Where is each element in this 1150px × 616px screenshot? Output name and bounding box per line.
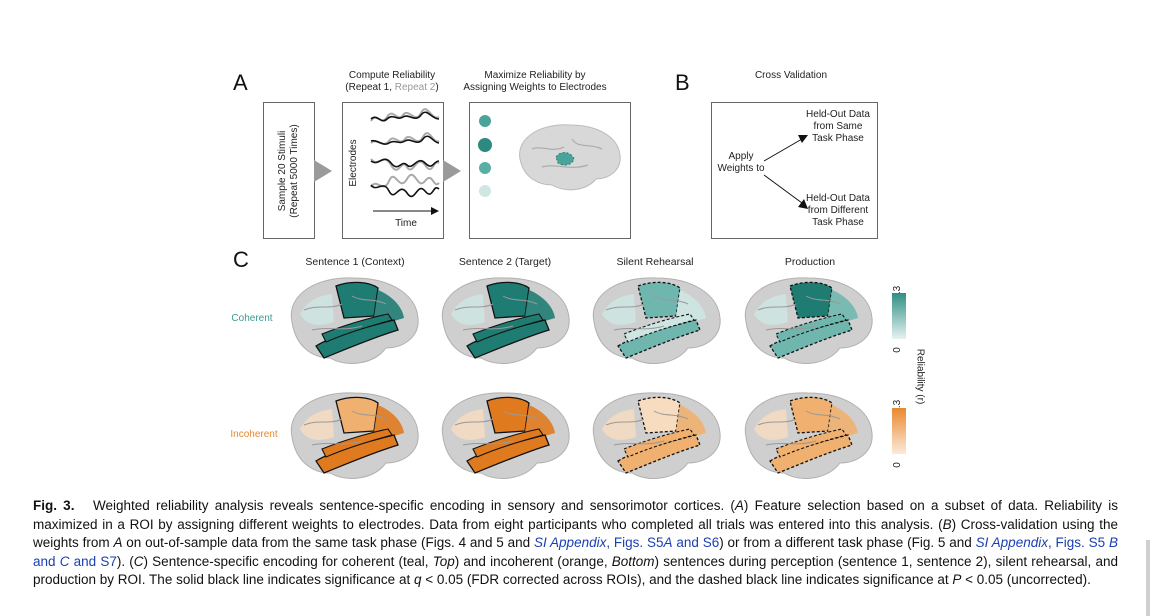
- brain-map-incoherent-2: [592, 392, 721, 479]
- sample-stimuli-box: Sample 20 Stimuli (Repeat 5000 Times): [263, 102, 315, 239]
- caption-text: Top: [432, 553, 455, 569]
- compute-title-repeat2: Repeat 2: [394, 82, 436, 93]
- compute-title-close: ): [435, 82, 439, 93]
- figure-caption: Fig. 3. Weighted reliability analysis re…: [33, 497, 1118, 590]
- panel-b-letter: B: [675, 70, 690, 95]
- weight-dots: [478, 115, 492, 197]
- column-header-silent-rehearsal: Silent Rehearsal: [616, 256, 694, 268]
- link-text: and S6: [672, 535, 720, 551]
- sample-stimuli-label: Sample 20 Stimuli (Repeat 5000 Times): [277, 104, 301, 238]
- column-header-sentence1: Sentence 1 (Context): [305, 256, 405, 268]
- colorbar-axis-label: Reliability (r): [914, 348, 926, 405]
- link-text: SI Appendix: [975, 535, 1048, 551]
- caption-text: ) or from a different task phase (Fig. 5…: [719, 535, 976, 551]
- caption-text: A: [734, 498, 744, 513]
- caption-text: ) Cross-validation using the weights fro…: [33, 516, 1118, 551]
- sample-line-2: (Repeat 5000 Times): [289, 124, 300, 218]
- brain-map-coherent-1: [441, 277, 570, 364]
- caption-text: Weighted reliability analysis reveals se…: [93, 498, 735, 513]
- cross-validation-box: Apply Weights to Held-Out Data from Same…: [711, 102, 878, 239]
- brain-map-coherent-2: [592, 277, 721, 364]
- electrode-traces-box: Electrodes Time: [342, 102, 444, 239]
- si-appendix-link-2[interactable]: SI Appendix, Figs. S5 B and C and S7: [33, 535, 1118, 569]
- caption-text: on out-of-sample data from the same task…: [122, 535, 534, 551]
- link-text: A: [663, 535, 673, 551]
- caption-text: ) sentences during perception (sentence …: [33, 553, 1118, 588]
- maximize-line1: Maximize Reliability by: [484, 70, 586, 81]
- caption-text: P: [952, 572, 962, 588]
- apply-line2: Weights to: [717, 163, 765, 174]
- scrollbar[interactable]: [1146, 540, 1150, 616]
- time-axis-arrow-icon: [373, 207, 439, 215]
- compute-reliability-title: Compute Reliability (Repeat 1, Repeat 2): [330, 70, 454, 94]
- electrodes-label: Electrodes: [348, 139, 359, 187]
- si-appendix-link-1[interactable]: SI Appendix, Figs. S5A and S6: [534, 535, 719, 550]
- caption-text: ) Sentence-specific encoding for coheren…: [143, 553, 433, 569]
- caption-text: < 0.05 (uncorrected).: [961, 572, 1091, 588]
- caption-fig-label: Fig. 3.: [33, 498, 75, 513]
- caption-text: A: [113, 535, 123, 551]
- brain-map-coherent-3: [744, 277, 873, 364]
- column-header-production: Production: [784, 256, 836, 268]
- caption-text: C: [133, 553, 144, 569]
- brain-map-incoherent-1: [441, 392, 570, 479]
- diff-line1: Held-Out Data: [806, 193, 870, 204]
- caption-text: q: [413, 572, 422, 588]
- compute-title-line2: (Repeat 1, Repeat 2): [330, 82, 454, 94]
- link-text: B: [1108, 535, 1118, 551]
- held-out-same-label: Held-Out Data from Same Task Phase: [800, 109, 876, 145]
- sample-line-1: Sample 20 Stimuli: [277, 130, 288, 212]
- brain-map-coherent-0: [290, 277, 419, 364]
- cross-validation-title: Cross Validation: [754, 70, 828, 81]
- panel-c-letter: C: [233, 247, 249, 272]
- apply-weights-label: Apply Weights to: [712, 151, 770, 175]
- panel-a-letter: A: [233, 70, 248, 95]
- teal-min-label: 0: [892, 347, 903, 353]
- diff-line2: from Different: [807, 205, 869, 216]
- caption-text: B: [942, 516, 952, 532]
- caption-text: ) and incoherent (orange,: [454, 553, 612, 569]
- brain-map-incoherent-0: [290, 392, 419, 479]
- teal-max-label: .3: [892, 285, 903, 295]
- maximize-line2: Assigning Weights to Electrodes: [463, 82, 607, 93]
- time-label: Time: [395, 218, 417, 229]
- held-out-different-label: Held-Out Data from Different Task Phase: [800, 193, 876, 229]
- arrow-right-icon: [443, 160, 461, 182]
- orange-max-label: .3: [892, 399, 903, 409]
- link-text: , Figs. S5: [1047, 535, 1109, 551]
- row-label-coherent: Coherent: [231, 313, 273, 324]
- caption-text: < 0.05 (FDR corrected across ROIs), and …: [421, 572, 953, 588]
- diff-line3: Task Phase: [812, 217, 864, 228]
- apply-line1: Apply: [728, 151, 754, 162]
- column-header-sentence2: Sentence 2 (Target): [458, 256, 552, 268]
- orange-colorbar: [892, 408, 906, 454]
- link-text: and S7: [69, 553, 117, 569]
- same-line1: Held-Out Data: [806, 109, 870, 120]
- caption-text: Bottom: [611, 553, 655, 569]
- maximize-reliability-title: Maximize Reliability by Assigning Weight…: [440, 70, 630, 94]
- link-text: C: [59, 553, 70, 569]
- brain-map-incoherent-3: [744, 392, 873, 479]
- orange-min-label: 0: [892, 462, 903, 468]
- link-text: and: [33, 553, 60, 569]
- brain-icon: [519, 124, 621, 191]
- electrode-traces-plot: [370, 108, 440, 198]
- arrow-right-icon: [314, 160, 332, 182]
- link-text: SI Appendix: [533, 535, 607, 551]
- compute-title-line1: Compute Reliability: [348, 70, 436, 81]
- caption-text: ) Feature selection based on a subset of…: [33, 498, 1118, 532]
- branch-arrows-icon: [763, 135, 808, 209]
- same-line3: Task Phase: [812, 133, 864, 144]
- caption-text: ). (: [116, 553, 134, 569]
- row-label-incoherent: Incoherent: [230, 429, 278, 440]
- compute-title-part: (Repeat 1,: [345, 82, 395, 93]
- weights-brain-box: [469, 102, 631, 239]
- same-line2: from Same: [813, 121, 863, 132]
- link-text: , Figs. S5: [606, 535, 664, 551]
- teal-colorbar: [892, 293, 906, 339]
